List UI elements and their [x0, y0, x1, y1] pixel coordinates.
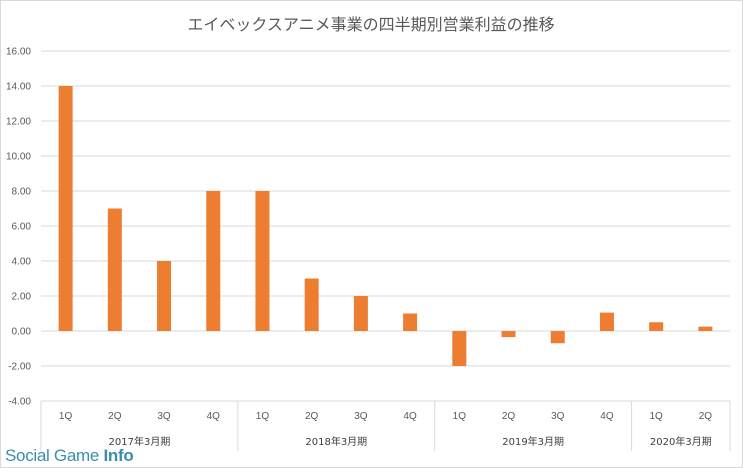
x-tick-label: 3Q: [551, 411, 565, 422]
x-tick-label: 4Q: [403, 411, 417, 422]
y-axis-ticks: 16.00 14.00 12.00 10.00 8.00 6.00 4.00 2.00 0.00…: [6, 47, 31, 408]
y-tick-label: 10.00: [6, 152, 31, 163]
x-axis: 1Q 2Q 3Q 4Q 1Q 2Q 3Q 4Q 1Q 2Q 3Q 4Q 1Q 2Q 2017年3月期 2018…: [40, 401, 731, 451]
x-tick-label: 2Q: [108, 411, 122, 422]
watermark-logo: Social Game Info: [5, 446, 134, 466]
bar: [550, 331, 565, 344]
y-tick-label: 6.00: [12, 222, 32, 233]
group-label: 2017年3月期: [109, 435, 171, 448]
y-tick-label: 8.00: [12, 187, 32, 198]
y-tick-label: 12.00: [6, 117, 31, 128]
bar: [599, 312, 614, 331]
y-tick-label: 4.00: [12, 257, 32, 268]
x-tick-label: 2Q: [305, 411, 319, 422]
y-tick-label: 2.00: [12, 292, 32, 303]
bar: [157, 261, 172, 331]
group-label: 2019年3月期: [502, 435, 564, 448]
group-label: 2020年3月期: [650, 435, 712, 448]
x-tick-label: 1Q: [650, 411, 664, 422]
x-tick-label: 3Q: [354, 411, 368, 422]
bar: [698, 326, 713, 331]
watermark-text: Social Game: [5, 446, 104, 465]
x-tick-label: 2Q: [502, 411, 516, 422]
bar: [206, 191, 221, 331]
y-tick-label: 0.00: [12, 327, 32, 338]
y-tick-label: -2.00: [8, 362, 31, 373]
bars: [58, 86, 713, 366]
bar: [304, 278, 319, 331]
bar: [58, 86, 73, 331]
bar: [452, 331, 467, 366]
y-tick-label: -4.00: [8, 397, 31, 408]
y-tick-label: 14.00: [6, 82, 31, 93]
x-tick-label: 1Q: [453, 411, 467, 422]
chart-title: エイベックスアニメ事業の四半期別営業利益の推移: [187, 15, 554, 34]
bar: [649, 322, 664, 331]
bar: [353, 296, 368, 331]
x-tick-label: 1Q: [256, 411, 270, 422]
bar: [501, 331, 516, 338]
bar: [403, 313, 418, 331]
bar: [107, 208, 122, 331]
x-tick-label: 4Q: [207, 411, 221, 422]
x-tick-label: 2Q: [699, 411, 713, 422]
group-label: 2018年3月期: [305, 435, 367, 448]
bar: [255, 191, 270, 331]
x-tick-label: 3Q: [157, 411, 171, 422]
x-tick-label: 4Q: [600, 411, 614, 422]
y-tick-label: 16.00: [6, 47, 31, 58]
gridlines: [41, 50, 730, 402]
watermark-text-bold: Info: [103, 446, 134, 465]
x-tick-label: 1Q: [59, 411, 73, 422]
